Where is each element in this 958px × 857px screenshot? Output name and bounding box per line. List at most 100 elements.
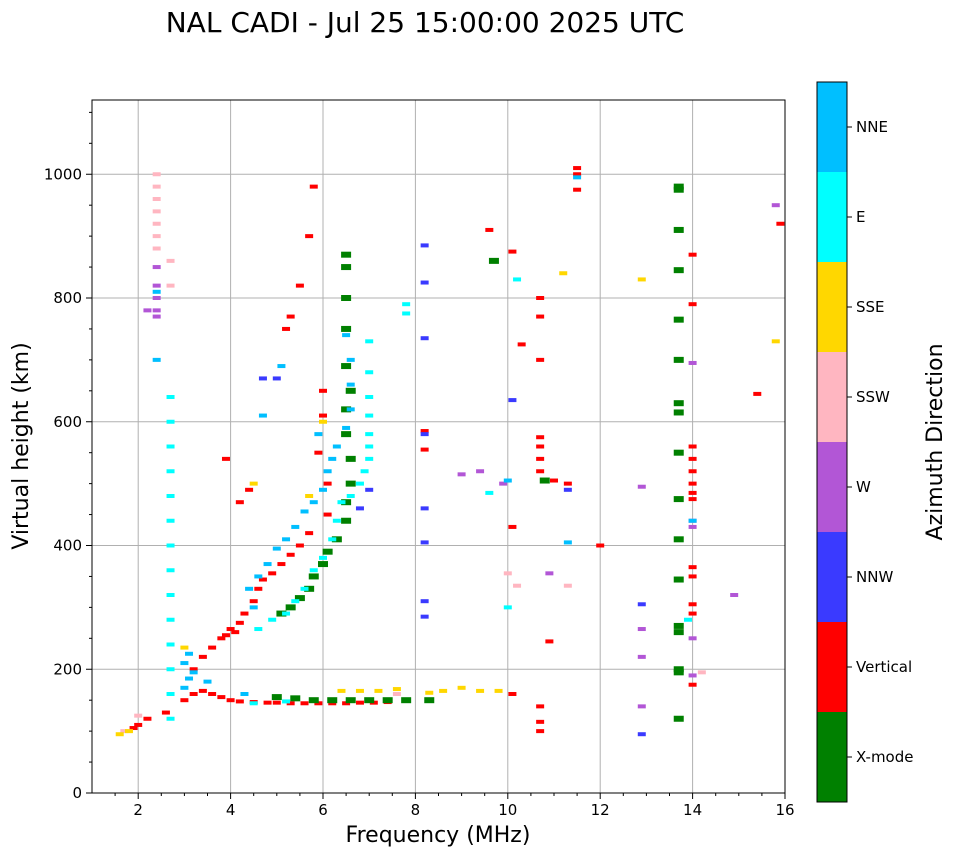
point-vertical bbox=[226, 698, 235, 703]
point-x-mode bbox=[290, 695, 301, 702]
point-nne bbox=[332, 444, 341, 449]
point-e bbox=[337, 500, 346, 505]
point-nne bbox=[189, 670, 198, 675]
x-axis-label: Frequency (MHz) bbox=[346, 823, 531, 848]
point-nnw bbox=[563, 487, 572, 492]
point-ssw bbox=[152, 221, 161, 226]
point-e bbox=[485, 490, 494, 495]
point-w bbox=[457, 472, 466, 477]
point-nne bbox=[254, 574, 263, 579]
point-x-mode bbox=[345, 697, 356, 704]
point-vertical bbox=[235, 620, 244, 625]
point-e bbox=[309, 568, 318, 573]
point-x-mode bbox=[673, 400, 684, 407]
point-e bbox=[513, 277, 522, 282]
x-tick-label: 6 bbox=[318, 801, 328, 819]
point-x-mode bbox=[341, 251, 352, 258]
point-w bbox=[499, 481, 508, 486]
point-vertical bbox=[254, 586, 263, 591]
point-nne bbox=[328, 456, 337, 461]
point-nne bbox=[180, 661, 189, 666]
point-x-mode bbox=[424, 697, 435, 704]
point-vertical bbox=[536, 729, 545, 734]
point-vertical bbox=[688, 565, 697, 570]
point-e bbox=[365, 413, 374, 418]
point-x-mode bbox=[673, 622, 684, 629]
point-vertical bbox=[263, 700, 272, 705]
point-vertical bbox=[268, 571, 277, 576]
point-e bbox=[166, 494, 175, 498]
point-vertical bbox=[328, 701, 337, 706]
colorbar-swatch bbox=[817, 712, 847, 802]
point-sse bbox=[559, 271, 568, 276]
colorbar-swatch bbox=[817, 622, 847, 712]
point-w bbox=[637, 654, 646, 659]
point-vertical bbox=[688, 611, 697, 616]
y-axis-ticks: 0 200 400 600 800 1000 bbox=[44, 111, 92, 802]
chart-title: NAL CADI - Jul 25 15:00:00 2025 UTC bbox=[166, 6, 685, 39]
x-tick-label: 2 bbox=[133, 801, 143, 819]
point-vertical bbox=[300, 701, 309, 706]
point-vertical bbox=[485, 227, 494, 232]
point-nnw bbox=[420, 243, 429, 248]
point-vertical bbox=[688, 302, 697, 307]
point-vertical bbox=[688, 444, 697, 449]
point-nnw bbox=[420, 540, 429, 545]
point-vertical bbox=[508, 524, 517, 529]
colorbar-frame bbox=[816, 81, 848, 803]
point-vertical bbox=[258, 577, 267, 582]
point-e bbox=[346, 494, 355, 498]
point-nne bbox=[263, 562, 272, 567]
point-w bbox=[688, 636, 697, 641]
point-w bbox=[152, 296, 161, 300]
point-nnw bbox=[508, 398, 517, 403]
point-vertical bbox=[545, 639, 554, 644]
point-nnw bbox=[420, 599, 429, 604]
point-nnw bbox=[420, 614, 429, 619]
point-sse bbox=[494, 688, 503, 693]
point-sse bbox=[115, 732, 124, 737]
point-x-mode bbox=[539, 477, 550, 484]
point-e bbox=[166, 419, 175, 424]
point-vertical bbox=[235, 500, 244, 505]
point-vertical bbox=[314, 450, 323, 455]
point-vertical bbox=[596, 543, 605, 548]
y-tick-label: 800 bbox=[53, 289, 82, 307]
point-ssw bbox=[513, 583, 522, 588]
colorbar-label: Vertical bbox=[856, 658, 912, 676]
point-vertical bbox=[688, 574, 697, 579]
x-tick-label: 10 bbox=[498, 801, 517, 819]
point-vertical bbox=[536, 469, 545, 474]
point-nne bbox=[291, 524, 300, 529]
point-vertical bbox=[240, 611, 249, 616]
point-vertical bbox=[217, 636, 226, 641]
point-nne bbox=[573, 175, 582, 180]
point-sse bbox=[425, 690, 434, 695]
point-nnw bbox=[420, 280, 429, 285]
point-nne bbox=[249, 605, 258, 610]
point-vertical bbox=[536, 296, 545, 300]
point-nne bbox=[152, 289, 161, 294]
point-x-mode bbox=[673, 629, 684, 636]
point-ssw bbox=[152, 246, 161, 251]
point-x-mode bbox=[304, 585, 315, 592]
colorbar-swatch bbox=[817, 82, 847, 172]
point-vertical bbox=[688, 490, 697, 495]
point-x-mode bbox=[271, 694, 282, 701]
point-x-mode bbox=[345, 387, 356, 394]
point-vertical bbox=[235, 699, 244, 704]
point-x-mode bbox=[318, 561, 328, 568]
point-e bbox=[166, 444, 175, 449]
point-e bbox=[166, 543, 175, 548]
point-e bbox=[249, 701, 258, 706]
point-nne bbox=[346, 357, 355, 362]
point-vertical bbox=[134, 722, 143, 727]
point-e bbox=[300, 586, 309, 591]
point-w bbox=[688, 524, 697, 529]
point-e bbox=[166, 593, 175, 597]
point-w bbox=[637, 484, 646, 489]
point-x-mode bbox=[345, 480, 356, 487]
point-vertical bbox=[180, 698, 189, 703]
point-w bbox=[152, 283, 161, 288]
colorbar-label: NNE bbox=[856, 118, 888, 136]
